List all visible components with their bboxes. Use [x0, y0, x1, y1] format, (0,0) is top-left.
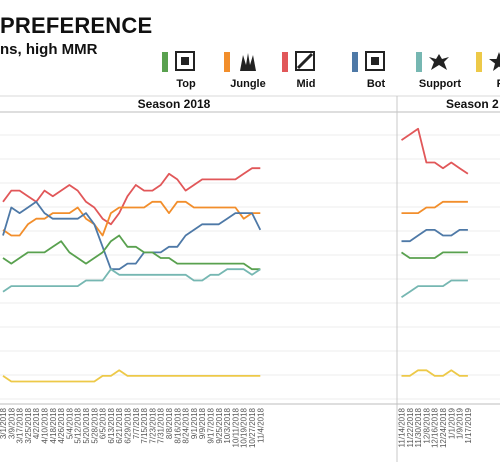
legend-swatch [352, 52, 358, 72]
legend-label: Jungle [230, 78, 265, 90]
x-tick-label: 10/19/2018 [240, 407, 249, 448]
series-line-mid [400, 127, 469, 175]
series-line-mid [2, 167, 261, 226]
series-line-bot [2, 200, 262, 271]
series-line-top [2, 234, 261, 271]
x-tick-label: 6/13/2018 [107, 407, 116, 443]
x-tick-label: 4/18/2018 [49, 407, 58, 443]
page-subtitle: ns, high MMR [0, 41, 98, 58]
series-line-f [401, 369, 468, 377]
mid-lane-icon [295, 51, 315, 71]
x-tick-label: 3/25/2018 [24, 407, 33, 443]
x-tick-label: 8/8/2018 [165, 407, 174, 439]
legend-swatch [282, 52, 288, 72]
fill-icon [489, 52, 500, 71]
x-tick-label: 6/29/2018 [124, 407, 133, 443]
x-tick-label: 3/9/2018 [7, 407, 16, 439]
legend-label: F [497, 78, 500, 90]
x-tick-label: 3/17/2018 [16, 407, 25, 443]
x-tick-label: 10/3/2018 [223, 407, 232, 443]
x-tick-label: 11/4/2018 [256, 407, 265, 443]
bot-lane-icon [365, 51, 385, 71]
series-line-top [400, 251, 468, 259]
x-tick-label: 6/5/2018 [99, 407, 108, 439]
panel-header-label: Season 2 [446, 97, 499, 111]
legend-swatch [162, 52, 168, 72]
x-tick-label: 5/12/2018 [74, 407, 83, 443]
x-tick-label: 8/16/2018 [173, 407, 182, 443]
legend-label: Top [176, 78, 196, 90]
x-tick-label: 7/23/2018 [148, 407, 157, 443]
x-tick-label: 4/26/2018 [57, 407, 66, 443]
x-tick-label: 11/30/2018 [414, 407, 423, 447]
x-tick-label: 5/20/2018 [82, 407, 91, 443]
support-icon [429, 54, 449, 70]
x-tick-label: 10/27/2018 [248, 407, 257, 448]
x-tick-label: 8/24/2018 [182, 407, 191, 443]
x-tick-label: 12/24/2018 [439, 407, 448, 448]
x-tick-label: 6/21/2018 [115, 407, 124, 443]
page-title: PREFERENCE [0, 13, 153, 38]
x-tick-label: 12/8/2018 [422, 407, 431, 443]
series-line-f [2, 369, 261, 383]
x-tick-label: 9/9/2018 [198, 407, 207, 439]
legend-label: Mid [297, 78, 316, 90]
series-line-support [2, 268, 261, 293]
x-tick-label: 9/1/2018 [190, 407, 199, 439]
x-tick-label: 11/22/2018 [406, 407, 415, 447]
x-tick-label: 4/2/2018 [32, 407, 41, 439]
x-tick-label: 10/11/2018 [231, 407, 240, 447]
series-line-bot [401, 228, 468, 243]
panel-header-label: Season 2018 [138, 97, 211, 111]
legend-swatch [224, 52, 230, 72]
x-tick-label: 7/15/2018 [140, 407, 149, 443]
legend-swatch [416, 52, 422, 72]
x-tick-label: 1/9/2019 [456, 407, 465, 439]
x-tick-label: 3/1/2018 [0, 407, 8, 439]
x-tick-label: 9/25/2018 [215, 407, 224, 443]
x-tick-label: 1/17/2019 [464, 407, 473, 443]
x-tick-label: 4/10/2018 [41, 407, 50, 443]
series-line-jungle [401, 200, 468, 215]
x-tick-label: 1/1/2019 [447, 407, 456, 439]
series-line-support [400, 279, 468, 299]
jungle-icon [240, 53, 256, 71]
legend-label: Support [419, 78, 461, 90]
x-tick-label: 9/17/2018 [207, 407, 216, 443]
legend-label: Bot [367, 78, 386, 90]
x-tick-label: 7/7/2018 [132, 407, 141, 439]
top-lane-icon [175, 51, 195, 71]
x-tick-label: 5/4/2018 [65, 407, 74, 439]
legend-swatch [476, 52, 482, 72]
x-tick-label: 5/28/2018 [90, 407, 99, 443]
x-tick-label: 11/14/2018 [398, 407, 407, 447]
x-tick-label: 7/31/2018 [157, 407, 166, 443]
x-tick-label: 12/16/2018 [431, 407, 440, 448]
series-line-jungle [2, 200, 261, 237]
